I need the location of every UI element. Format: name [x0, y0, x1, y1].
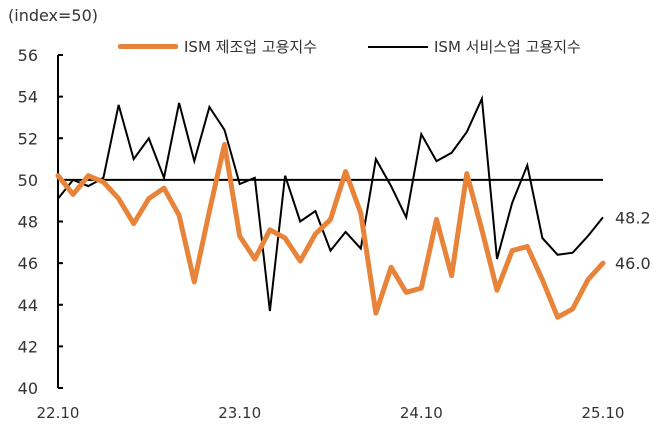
x-axis: 22.10 23.10 24.10 25.10	[37, 404, 625, 422]
series-line-services	[57, 94, 604, 312]
y-tick-label: 40	[18, 379, 38, 398]
x-tick-label: 22.10	[37, 404, 80, 422]
y-tick-label: 52	[18, 129, 38, 148]
y-tick-label: 48	[18, 213, 38, 232]
x-tick-label: 25.10	[582, 404, 625, 422]
legend-label-services: ISM 서비스업 고용지수	[434, 38, 581, 56]
y-tick-label: 46	[18, 254, 38, 273]
end-label-services: 48.2	[615, 208, 651, 227]
y-tick-label: 56	[18, 46, 38, 65]
series-line-manufacturing	[55, 142, 606, 320]
x-tick-label: 24.10	[400, 404, 443, 422]
y-tick-label: 42	[18, 337, 38, 356]
legend-label-manufacturing: ISM 제조업 고용지수	[184, 38, 318, 56]
y-axis: 40 42 44 46 48 50 52 54 56	[18, 46, 63, 398]
legend-swatch-manufacturing	[118, 44, 178, 49]
legend-swatch-services	[368, 45, 428, 48]
y-axis-unit-label: (index=50)	[8, 6, 99, 25]
legend-item-manufacturing: ISM 제조업 고용지수	[118, 36, 317, 57]
end-label-manufacturing: 46.0	[615, 254, 651, 273]
x-tick-label: 23.10	[218, 404, 261, 422]
legend-item-services: ISM 서비스업 고용지수	[368, 36, 581, 57]
y-tick-label: 50	[18, 171, 38, 190]
y-tick-label: 54	[18, 88, 38, 107]
y-tick-label: 44	[18, 296, 38, 315]
